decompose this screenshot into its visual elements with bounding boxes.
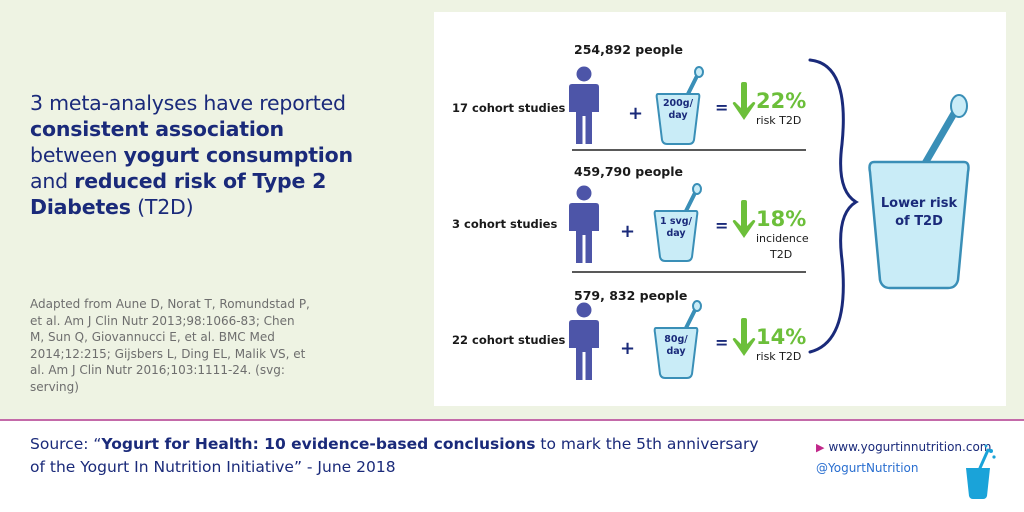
source-prefix: Source: “ [30,435,102,453]
outcome-label: incidence [756,232,809,245]
large-yogurt-cup-icon: Lower risk of T2D [868,94,970,290]
plus-sign: + [620,338,635,359]
equals-sign: = [715,333,728,352]
people-count: 459,790 people [574,164,683,179]
down-arrow-icon [732,82,756,120]
study-row: 254,892 people 17 cohort studies + 200g/… [452,42,806,146]
headline-bold-risk: reduced risk of Type 2 [74,169,327,193]
people-count: 579, 832 people [574,288,687,303]
down-arrow-icon [732,318,756,356]
summary-line-2: of T2D [895,214,943,229]
dose-label: 1 svg/ [660,216,693,227]
dose-label: 200g/ [663,98,694,109]
dose-unit: day [666,346,686,357]
headline-line-4-plain: and [30,169,75,193]
study-row: 579, 832 people 22 cohort studies + 80g/… [452,288,806,380]
outcome-label: risk T2D [756,350,801,363]
footer-divider [0,419,1024,421]
logo-cup-icon [966,444,996,499]
studies-label: 3 cohort studies [452,217,557,231]
person-icon [569,302,599,380]
outcome-label-second-line: T2D [769,248,792,261]
person-icon [569,185,599,263]
down-arrow-icon [732,200,756,238]
headline-bold-yogurt: yogurt consumption [123,143,354,167]
plus-sign: + [628,103,643,124]
person-icon [569,66,599,144]
headline-bold-diabetes: Diabetes [30,195,131,219]
equals-sign: = [715,216,728,235]
plus-sign: + [620,221,635,242]
studies-label: 17 cohort studies [452,101,565,115]
dose-label: 80g/ [664,334,688,345]
outcome-label: risk T2D [756,114,801,127]
source-title-bold: Yogurt for Health: 10 evidence-based con… [101,435,536,453]
study-diagram: 254,892 people 17 cohort studies + 200g/… [452,42,970,380]
twitter-handle[interactable]: @YogurtNutrition [816,461,919,475]
source-text: Source: “Yogurt for Health: 10 evidence-… [30,433,770,479]
dose-unit: day [668,110,688,121]
curly-brace-icon [808,58,859,354]
headline-line-3-plain: between [30,143,124,167]
dose-unit: day [666,228,686,239]
headline: 3 meta-analyses have reported consistent… [30,90,425,220]
headline-bold-association: consistent association [30,117,284,141]
left-panel [0,0,432,419]
headline-line-1: 3 meta-analyses have reported [30,91,346,115]
percent-reduction: 18% [756,207,806,231]
study-row: 459,790 people 3 cohort studies + 1 svg/… [452,164,809,263]
headline-line-5-plain: (T2D) [130,195,194,219]
summary-line-1: Lower risk [881,196,958,211]
citation-text: Adapted from Aune D, Norat T, Romundstad… [30,297,310,394]
play-arrow-icon: ▶ [816,441,825,454]
percent-reduction: 14% [756,325,806,349]
website-url: www.yogurtinnutrition.com [828,440,992,454]
people-count: 254,892 people [574,42,683,57]
website-link[interactable]: ▶ www.yogurtinnutrition.com [816,440,991,454]
source-rest: to mark the 5th anniversary of the Yogur… [30,435,759,476]
equals-sign: = [715,98,728,117]
studies-label: 22 cohort studies [452,333,565,347]
percent-reduction: 22% [756,89,806,113]
